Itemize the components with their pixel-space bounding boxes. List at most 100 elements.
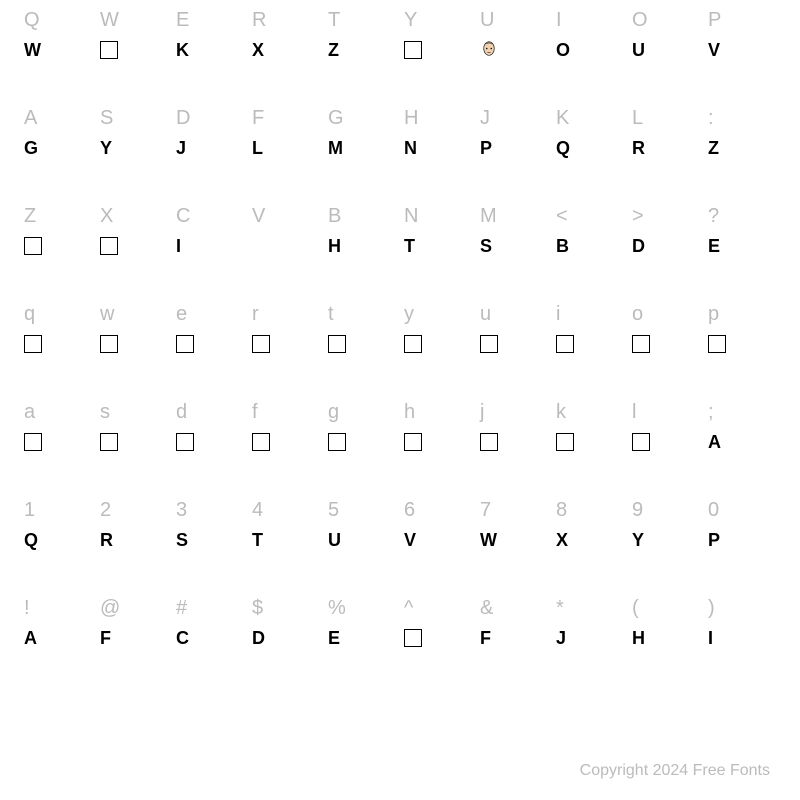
charmap-cell: p	[704, 304, 780, 402]
glyph: Y	[100, 136, 112, 160]
key-label: (	[632, 598, 639, 626]
glyph	[100, 234, 118, 258]
key-label: G	[328, 108, 344, 136]
glyph: M	[328, 136, 343, 160]
key-label: J	[480, 108, 490, 136]
glyph: V	[404, 528, 416, 552]
charmap-cell: BH	[324, 206, 400, 304]
key-label: w	[100, 304, 114, 332]
charmap-cell: d	[172, 402, 248, 500]
glyph: E	[708, 234, 720, 258]
key-label: Q	[24, 10, 40, 38]
key-label: :	[708, 108, 714, 136]
charmap-cell: SY	[96, 108, 172, 206]
key-label: C	[176, 206, 190, 234]
charmap-cell: s	[96, 402, 172, 500]
charmap-cell: ;A	[704, 402, 780, 500]
key-label: s	[100, 402, 110, 430]
charmap-cell: (H	[628, 598, 704, 696]
charmap-cell: 5U	[324, 500, 400, 598]
key-label: 8	[556, 500, 567, 528]
key-label: d	[176, 402, 187, 430]
glyph: B	[556, 234, 569, 258]
key-label: e	[176, 304, 187, 332]
charmap-cell: #C	[172, 598, 248, 696]
glyph: N	[404, 136, 417, 160]
key-label: p	[708, 304, 719, 332]
key-label: 5	[328, 500, 339, 528]
glyph: D	[632, 234, 645, 258]
key-label: ^	[404, 598, 413, 626]
glyph: Z	[328, 38, 339, 62]
key-label: ;	[708, 402, 714, 430]
glyph	[632, 332, 650, 356]
key-label: f	[252, 402, 258, 430]
missing-glyph-box	[24, 237, 42, 255]
glyph	[480, 430, 498, 454]
key-label: r	[252, 304, 259, 332]
charmap-cell: X	[96, 206, 172, 304]
key-label: j	[480, 402, 484, 430]
key-label: a	[24, 402, 35, 430]
missing-glyph-box	[100, 433, 118, 451]
glyph	[708, 332, 726, 356]
key-label: >	[632, 206, 644, 234]
missing-glyph-box	[404, 629, 422, 647]
key-label: K	[556, 108, 569, 136]
key-label: E	[176, 10, 189, 38]
glyph: X	[556, 528, 568, 552]
charmap-cell: o	[628, 304, 704, 402]
glyph	[24, 234, 42, 258]
charmap-cell: !A	[20, 598, 96, 696]
glyph: S	[176, 528, 188, 552]
key-label: U	[480, 10, 494, 38]
glyph	[328, 332, 346, 356]
charmap-cell: W	[96, 10, 172, 108]
charmap-cell: r	[248, 304, 324, 402]
charmap-cell: KQ	[552, 108, 628, 206]
key-label: O	[632, 10, 648, 38]
key-label: B	[328, 206, 341, 234]
missing-glyph-box	[328, 433, 346, 451]
glyph: X	[252, 38, 264, 62]
charmap-cell: CI	[172, 206, 248, 304]
glyph: E	[328, 626, 340, 650]
key-label: %	[328, 598, 346, 626]
glyph: I	[176, 234, 181, 258]
glyph	[328, 430, 346, 454]
charmap-cell: 4T	[248, 500, 324, 598]
glyph: W	[480, 528, 497, 552]
key-label: L	[632, 108, 643, 136]
charmap-cell: IO	[552, 10, 628, 108]
glyph	[100, 38, 118, 62]
charmap-cell: FL	[248, 108, 324, 206]
key-label: *	[556, 598, 564, 626]
glyph	[176, 430, 194, 454]
glyph: R	[100, 528, 113, 552]
key-label: !	[24, 598, 30, 626]
charmap-cell: @F	[96, 598, 172, 696]
key-label: T	[328, 10, 340, 38]
key-label: i	[556, 304, 560, 332]
charmap-cell: U	[476, 10, 552, 108]
charmap-cell: JP	[476, 108, 552, 206]
charmap-cell: RX	[248, 10, 324, 108]
glyph: A	[708, 430, 721, 454]
key-label: #	[176, 598, 187, 626]
character-map-grid: QWWEKRXTZYUIOOUPVAGSYDJFLGMHNJPKQLR:ZZXC…	[0, 0, 800, 696]
charmap-cell: >D	[628, 206, 704, 304]
glyph	[556, 332, 574, 356]
glyph	[404, 38, 422, 62]
key-label: &	[480, 598, 493, 626]
glyph: T	[252, 528, 263, 552]
missing-glyph-box	[176, 335, 194, 353]
glyph	[480, 332, 498, 356]
key-label: 2	[100, 500, 111, 528]
key-label: q	[24, 304, 35, 332]
key-label: F	[252, 108, 264, 136]
glyph: Z	[708, 136, 719, 160]
key-label: g	[328, 402, 339, 430]
charmap-cell: 7W	[476, 500, 552, 598]
charmap-cell: Y	[400, 10, 476, 108]
missing-glyph-box	[404, 41, 422, 59]
